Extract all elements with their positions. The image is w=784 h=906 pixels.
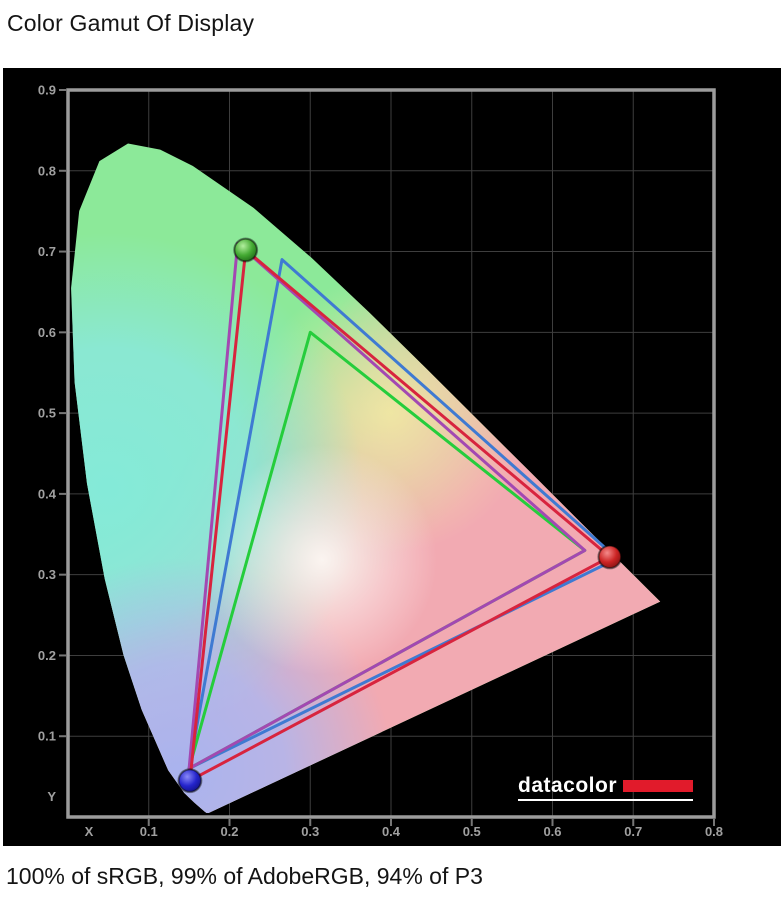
tick-label: 0.7 [624,824,642,839]
tick-label: 0.5 [38,406,56,421]
tick-label: 0.4 [38,486,57,501]
tick-label: 0.1 [38,729,56,744]
page-title: Color Gamut Of Display [7,10,255,36]
blue-primary-marker [178,768,202,793]
datacolor-logo-bar [623,779,694,792]
tick-label: 0.6 [38,325,56,340]
gamut-triangle-display [188,248,612,783]
tick-label: 0.5 [463,824,481,839]
plot-border [66,88,716,819]
tick-label: X [85,824,94,839]
tick-label: 0.8 [38,163,56,178]
gamut-triangles [187,242,619,783]
gamut-triangle-adobergb [187,242,587,770]
tick-label: 0.2 [38,648,56,663]
tick-label: 0.3 [38,567,56,582]
tick-label: 0.1 [140,824,158,839]
tick-label: 0.8 [705,824,723,839]
datacolor-logo: datacolor [518,774,694,801]
gamut-coverage-caption: 100% of sRGB, 99% of AdobeRGB, 94% of P3 [6,863,483,889]
tick-label: 0.6 [543,824,561,839]
datacolor-logo-text: datacolor [518,774,618,797]
tick-label: 0.3 [301,824,319,839]
gamut-triangle-p3 [187,258,619,770]
tick-label: 0.4 [382,824,401,839]
tick-label: 0.9 [38,83,56,98]
cie-horseshoe [71,143,661,813]
axis-ticks-and-labels: 0.1 0.2 0.3 0.4 0.5 0.6 0.7 0.8 0.9 0.1 0.2 0.3 0.4 0… [38,83,723,840]
chart-panel: 0.1 0.2 0.3 0.4 0.5 0.6 0.7 0.8 0.9 0.1 0.2 0.3 0.4 0… [3,68,781,846]
primary-markers [177,237,623,794]
chromaticity-diagram: 0.1 0.2 0.3 0.4 0.5 0.6 0.7 0.8 0.9 0.1 0.2 0.3 0.4 0… [38,83,723,840]
tick-label: 0.7 [38,244,56,259]
green-primary-marker [233,238,258,262]
red-primary-marker [598,545,622,569]
tick-label: Y [47,789,56,804]
tick-label: 0.2 [220,824,238,839]
